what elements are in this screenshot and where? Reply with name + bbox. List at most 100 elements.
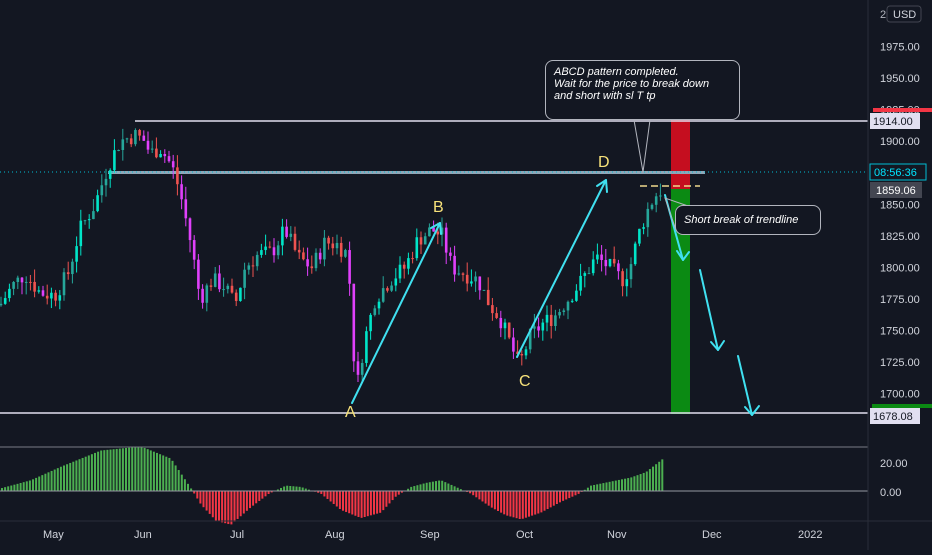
candle-body	[180, 184, 183, 200]
point-c-label[interactable]: C	[519, 373, 531, 390]
abcd-callout[interactable]: ABCD pattern completed. Wait for the pri…	[545, 60, 740, 120]
currency-button[interactable]: USD	[893, 9, 916, 21]
candle-body	[642, 227, 645, 229]
candle-body	[474, 276, 477, 282]
oscillator-bar	[307, 489, 310, 491]
candle-body	[87, 219, 91, 221]
oscillator-bar	[627, 478, 630, 491]
oscillator-bar	[537, 491, 540, 514]
oscillator-bar	[506, 491, 509, 516]
candle-body	[533, 326, 536, 329]
stop-loss-zone[interactable]	[671, 117, 690, 189]
oscillator-bar	[22, 482, 25, 491]
point-a-label[interactable]: A	[345, 404, 356, 421]
candle-body	[29, 281, 32, 283]
candle-body	[100, 185, 104, 196]
candle-body	[314, 252, 318, 269]
candle-body	[33, 281, 36, 292]
time-axis[interactable]: May Jun Jul Aug Sep Oct Nov Dec 2022	[43, 529, 822, 541]
candle-body	[142, 135, 146, 141]
arrow-a-to-b-head[interactable]	[430, 222, 442, 235]
arrow-breakdown-3-head[interactable]	[744, 405, 760, 416]
candle-body	[323, 237, 326, 260]
arrow-breakdown-2[interactable]	[699, 269, 719, 351]
pattern-point-labels[interactable]: A B C D	[345, 154, 610, 421]
candle-body	[117, 149, 120, 151]
horizontal-levels[interactable]	[0, 120, 868, 414]
arrow-a-to-b[interactable]	[351, 222, 441, 404]
oscillator-bar	[286, 485, 289, 491]
candle-body	[79, 220, 83, 247]
oscillator-bar	[428, 482, 431, 491]
candle-body	[285, 226, 288, 237]
oscillator-bar	[75, 460, 78, 491]
oscillator-bar	[63, 465, 65, 491]
oscillator-bar	[497, 491, 499, 511]
point-d-label[interactable]: D	[598, 154, 610, 171]
point-b-label[interactable]: B	[433, 199, 444, 216]
oscillator-bar	[317, 491, 320, 493]
oscillator-bar	[348, 491, 351, 514]
trendline-break-callout[interactable]: Short break of trendline	[675, 205, 821, 235]
oscillator-bar	[661, 459, 664, 491]
candle-body	[272, 247, 276, 256]
oscillator-bar	[645, 471, 648, 491]
currency-button-frame[interactable]	[886, 5, 922, 23]
pattern-arrows[interactable]	[351, 179, 760, 416]
arrow-breakdown-2-head[interactable]	[710, 340, 725, 351]
candle-body	[3, 298, 7, 304]
arrow-breakdown-1-head[interactable]	[676, 250, 690, 261]
time-label-oct: Oct	[516, 529, 533, 541]
oscillator-bar	[258, 491, 261, 501]
candle-body	[575, 290, 578, 301]
oscillator-bar	[25, 481, 28, 491]
candle-body	[163, 153, 167, 157]
candle-body	[411, 258, 414, 260]
arrow-c-to-d-head[interactable]	[596, 179, 608, 193]
candle-body	[205, 285, 209, 303]
candle-body	[331, 243, 335, 249]
oscillator-bar	[509, 491, 512, 517]
candle-body	[150, 148, 154, 150]
take-profit-zone[interactable]	[671, 189, 690, 414]
oscillator-bar	[602, 483, 605, 491]
candle-body	[465, 274, 469, 284]
trade-box[interactable]	[671, 117, 690, 414]
candle-body	[239, 287, 242, 301]
resistance-price-badge: 1914.00	[873, 116, 913, 128]
oscillator-bar	[617, 479, 620, 491]
oscillator-bar	[118, 448, 121, 491]
candle-body	[428, 227, 431, 237]
oscillator-bar	[599, 483, 602, 491]
oscillator-bar	[596, 484, 599, 491]
oscillator-bar	[335, 491, 338, 507]
oscillator-bar	[574, 491, 577, 496]
candle-body	[41, 290, 45, 296]
oscillator-bar	[559, 491, 561, 503]
candle-body	[339, 242, 343, 257]
oscillator-bar	[407, 488, 410, 491]
oscillator-bar	[165, 456, 168, 491]
candle-body	[159, 153, 162, 158]
oscillator-bar	[239, 491, 242, 517]
candle-body	[167, 156, 171, 162]
callout-main-pointer	[633, 119, 651, 173]
candle-body	[625, 279, 629, 287]
oscillator-bar	[577, 491, 580, 494]
oscillator-bar	[416, 485, 419, 491]
price-tick-1775-00: 1775.00	[880, 294, 920, 306]
oscillator-bar	[323, 491, 326, 497]
d-level-band[interactable]	[108, 171, 705, 174]
oscillator-bar	[447, 483, 450, 491]
arrow-c-to-d[interactable]	[516, 179, 607, 358]
oscillator-bar	[230, 491, 233, 525]
candle-body	[75, 246, 78, 262]
price-axis[interactable]: 20 USD 1975.001950.001925.001900.001850.…	[869, 5, 932, 499]
support-price-badge-bg	[870, 408, 920, 424]
oscillator-bar	[658, 461, 661, 491]
oscillator-bar	[397, 491, 400, 495]
candle-body	[579, 275, 582, 291]
arrow-breakdown-3[interactable]	[737, 355, 753, 416]
